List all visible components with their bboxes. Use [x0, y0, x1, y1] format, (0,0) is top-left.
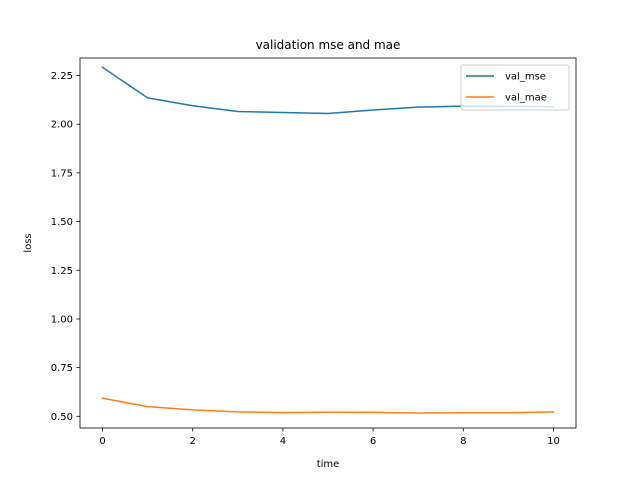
x-axis-label: time — [317, 459, 340, 470]
y-axis-ticks: 0.50 0.75 1.00 1.25 1.50 1.75 2.00 2.25 — [51, 71, 80, 423]
y-tick-label: 0.75 — [51, 363, 73, 374]
x-tick-label: 10 — [547, 436, 560, 447]
y-tick-label: 1.75 — [51, 168, 73, 179]
y-tick-label: 0.50 — [51, 412, 73, 423]
x-axis-ticks: 0 2 4 6 8 10 — [99, 428, 560, 447]
chart-title: validation mse and mae — [256, 38, 401, 52]
legend-label-val_mse: val_mse — [505, 72, 546, 83]
y-tick-label: 1.25 — [51, 266, 73, 277]
x-tick-label: 8 — [460, 436, 466, 447]
y-tick-label: 2.00 — [51, 120, 73, 131]
y-tick-label: 1.50 — [51, 217, 73, 228]
x-tick-label: 0 — [99, 436, 105, 447]
x-tick-label: 2 — [190, 436, 196, 447]
plot-frame — [79, 57, 577, 429]
y-tick-label: 2.25 — [51, 71, 73, 82]
x-tick-label: 6 — [370, 436, 376, 447]
series-line-val_mae — [101, 397, 555, 414]
legend-label-val_mae: val_mae — [505, 93, 547, 104]
y-axis-label: loss — [23, 233, 34, 252]
legend: val_mse val_mae — [460, 64, 570, 111]
plot-area — [80, 58, 576, 428]
y-tick-label: 1.00 — [51, 314, 73, 325]
x-tick-label: 4 — [280, 436, 286, 447]
